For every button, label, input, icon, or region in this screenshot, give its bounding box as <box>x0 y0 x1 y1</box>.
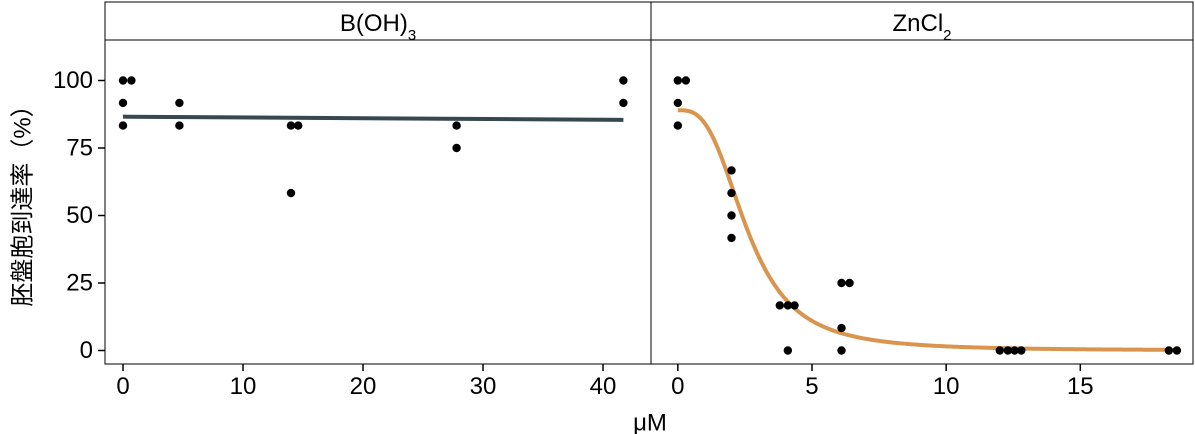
data-point-zinc-chloride-19 <box>1017 346 1026 355</box>
strip-boric-acid <box>104 1 652 41</box>
x-tick-label-boric-acid-20: 20 <box>350 373 377 400</box>
y-axis-title: 胚盤胞到達率（%） <box>9 93 36 306</box>
fit-group-zinc-chloride <box>677 108 1177 352</box>
data-point-zinc-chloride-10 <box>790 301 799 310</box>
data-point-zinc-chloride-14 <box>837 323 846 333</box>
data-point-boric-acid-3 <box>118 121 128 130</box>
strip-title-boric-acid: B(OH)3 <box>340 10 416 44</box>
data-point-zinc-chloride-5 <box>727 188 736 198</box>
data-point-boric-acid-11 <box>619 76 628 85</box>
data-point-zinc-chloride-18 <box>1010 346 1019 355</box>
data-point-zinc-chloride-3 <box>673 121 683 130</box>
data-point-zinc-chloride-8 <box>775 301 784 310</box>
y-tick-label-100: 100 <box>53 67 93 94</box>
data-point-zinc-chloride-7 <box>727 233 736 243</box>
data-point-boric-acid-4 <box>175 98 184 108</box>
data-point-zinc-chloride-21 <box>1172 346 1182 355</box>
data-point-boric-acid-10 <box>452 143 461 153</box>
x-axis-zinc-chloride: 0 5 10 15 <box>671 364 1094 400</box>
fit-curve-zinc-chloride <box>677 108 1177 352</box>
x-tick-label-zinc-chloride-5: 5 <box>805 373 818 400</box>
data-point-zinc-chloride-4 <box>727 166 736 175</box>
x-tick-label-boric-acid-40: 40 <box>590 373 617 400</box>
data-point-zinc-chloride-17 <box>1003 346 1013 355</box>
data-point-zinc-chloride-1 <box>681 76 691 85</box>
panel-zinc-chloride: ZnCl2 0 5 10 15 <box>650 1 1194 400</box>
points-group-boric-acid <box>118 76 628 198</box>
y-tick-label-25: 25 <box>66 270 93 297</box>
x-axis-title: μM <box>633 409 667 434</box>
plot-area-boric-acid <box>104 39 652 365</box>
data-point-boric-acid-5 <box>175 121 184 130</box>
data-point-boric-acid-8 <box>286 188 296 198</box>
data-point-zinc-chloride-11 <box>783 346 793 355</box>
fit-group-boric-acid <box>122 114 624 122</box>
data-point-boric-acid-2 <box>118 98 128 108</box>
data-point-zinc-chloride-2 <box>673 98 683 108</box>
y-tick-label-75: 75 <box>66 135 93 162</box>
data-point-zinc-chloride-15 <box>837 346 846 355</box>
data-point-boric-acid-6 <box>286 121 296 130</box>
data-point-boric-acid-9 <box>452 121 461 130</box>
x-tick-label-zinc-chloride-0: 0 <box>671 373 684 400</box>
x-tick-label-boric-acid-0: 0 <box>116 373 129 400</box>
data-point-boric-acid-12 <box>619 98 628 108</box>
x-tick-label-zinc-chloride-15: 15 <box>1067 373 1094 400</box>
strip-zinc-chloride <box>650 1 1194 41</box>
data-point-zinc-chloride-16 <box>995 346 1005 355</box>
y-tick-label-0: 0 <box>80 337 93 364</box>
strip-title-zinc-chloride: ZnCl2 <box>892 10 951 44</box>
data-point-boric-acid-7 <box>294 121 303 130</box>
y-axis: 0 25 50 75 100 <box>53 67 105 364</box>
x-axis-boric-acid: 0 10 20 30 40 <box>116 364 616 400</box>
fit-line-boric-acid <box>122 114 624 122</box>
data-point-zinc-chloride-20 <box>1164 346 1174 355</box>
points-group-zinc-chloride <box>673 76 1182 355</box>
data-point-zinc-chloride-9 <box>783 301 793 310</box>
y-tick-label-50: 50 <box>66 202 93 229</box>
panel-boric-acid: B(OH)3 0 25 50 75 100 0 10 20 30 40 <box>53 1 652 400</box>
data-point-zinc-chloride-6 <box>727 211 736 220</box>
data-point-boric-acid-1 <box>127 76 136 85</box>
data-point-zinc-chloride-0 <box>673 76 683 85</box>
data-point-zinc-chloride-12 <box>837 278 846 288</box>
plot-area-zinc-chloride <box>650 39 1194 365</box>
data-point-zinc-chloride-13 <box>845 278 854 288</box>
x-tick-label-boric-acid-10: 10 <box>230 373 257 400</box>
data-point-boric-acid-0 <box>118 76 128 85</box>
x-tick-label-zinc-chloride-10: 10 <box>933 373 960 400</box>
x-tick-label-boric-acid-30: 30 <box>470 373 497 400</box>
